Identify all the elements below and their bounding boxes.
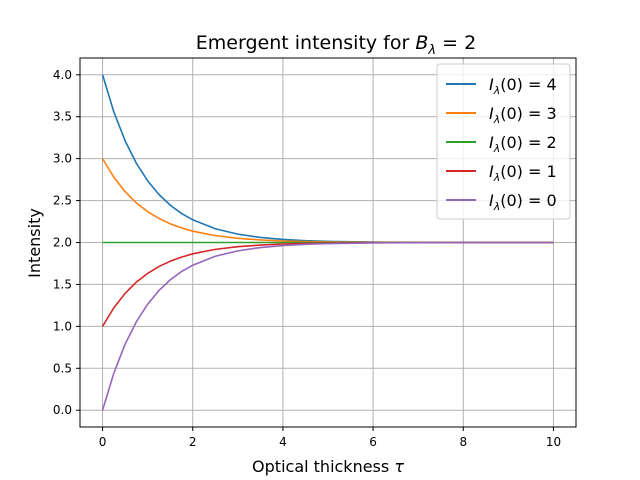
x-tick-label: 6 xyxy=(369,435,377,449)
x-tick-label: 10 xyxy=(546,435,561,449)
series-line-0 xyxy=(101,241,554,411)
y-tick-label: 2.5 xyxy=(53,194,72,208)
y-tick-label: 0.5 xyxy=(53,361,72,375)
title-prefix: Emergent intensity for xyxy=(196,32,416,54)
legend-entry-2: Iλ(0) = 2 xyxy=(489,133,557,155)
legend-entry-1: Iλ(0) = 1 xyxy=(489,162,557,184)
x-axis-label-symbol: τ xyxy=(394,457,404,476)
legend: Iλ(0) = 4 Iλ(0) = 3 Iλ(0) = 2 Iλ(0) = 1 Iλ(0… xyxy=(436,63,571,220)
legend-box xyxy=(436,63,571,220)
title-subscript: λ xyxy=(427,43,436,58)
x-axis-label-text: Optical thickness xyxy=(252,457,394,476)
x-axis-ticks: 0 2 4 6 8 10 xyxy=(99,427,561,449)
legend-entry-0: Iλ(0) = 0 xyxy=(489,191,557,213)
x-axis-label: Optical thickness τ xyxy=(252,457,404,476)
title-symbol: B xyxy=(415,32,428,54)
title-suffix: = 2 xyxy=(436,32,476,54)
y-axis-ticks: 0.0 0.5 1.0 1.5 2.0 2.5 3.0 3.5 4.0 xyxy=(53,68,80,417)
y-tick-label: 1.5 xyxy=(53,277,72,291)
y-axis-label: Intensity xyxy=(25,208,44,278)
x-tick-label: 0 xyxy=(99,435,107,449)
series-lines xyxy=(101,74,554,411)
x-tick-label: 8 xyxy=(459,435,467,449)
x-tick-label: 2 xyxy=(189,435,197,449)
legend-entry-4: Iλ(0) = 4 xyxy=(489,75,557,97)
chart-title: Emergent intensity for Bλ = 2 xyxy=(196,32,476,58)
y-tick-label: 0.0 xyxy=(53,403,72,417)
y-tick-label: 4.0 xyxy=(53,68,72,82)
y-tick-label: 2.0 xyxy=(53,236,72,250)
legend-entry-3: Iλ(0) = 3 xyxy=(489,104,557,126)
y-tick-label: 3.5 xyxy=(53,110,72,124)
x-tick-label: 4 xyxy=(279,435,287,449)
y-tick-label: 1.0 xyxy=(53,319,72,333)
y-tick-label: 3.0 xyxy=(53,152,72,166)
